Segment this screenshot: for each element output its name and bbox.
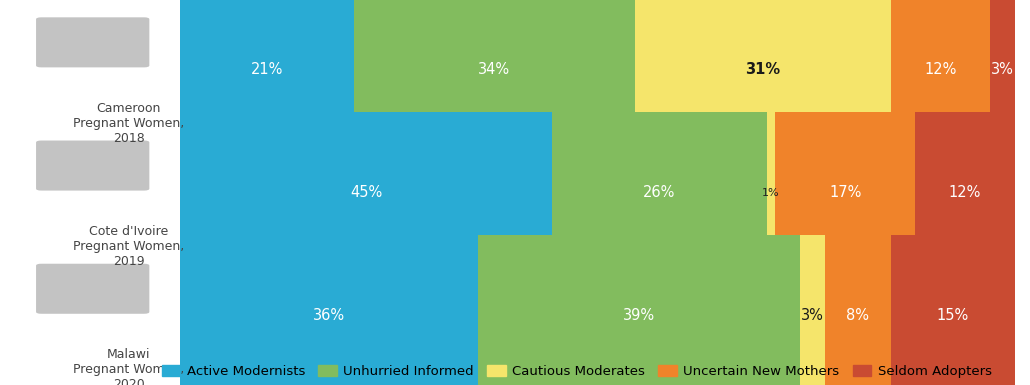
Text: Cameroon
Pregnant Women,
2018: Cameroon Pregnant Women, 2018 (73, 102, 184, 145)
FancyBboxPatch shape (891, 235, 1015, 385)
Text: 26%: 26% (643, 185, 676, 200)
FancyBboxPatch shape (552, 112, 766, 273)
FancyBboxPatch shape (353, 0, 634, 150)
FancyBboxPatch shape (180, 112, 552, 273)
FancyBboxPatch shape (766, 112, 775, 273)
FancyBboxPatch shape (634, 0, 891, 150)
FancyBboxPatch shape (775, 112, 916, 273)
FancyBboxPatch shape (825, 235, 891, 385)
Text: 3%: 3% (800, 308, 824, 323)
Text: 21%: 21% (250, 62, 283, 77)
Text: 8%: 8% (846, 308, 869, 323)
FancyBboxPatch shape (36, 17, 149, 67)
FancyBboxPatch shape (916, 112, 1015, 273)
Legend: Active Modernists, Unhurried Informed, Cautious Moderates, Uncertain New Mothers: Active Modernists, Unhurried Informed, C… (162, 365, 992, 378)
FancyBboxPatch shape (891, 0, 990, 150)
Text: 34%: 34% (478, 62, 510, 77)
Text: 12%: 12% (924, 62, 957, 77)
Text: 1%: 1% (762, 187, 780, 198)
Text: 31%: 31% (745, 62, 780, 77)
Text: 36%: 36% (313, 308, 345, 323)
Text: 15%: 15% (936, 308, 969, 323)
Text: 12%: 12% (949, 185, 982, 200)
Text: 17%: 17% (829, 185, 861, 200)
Text: Cote d'Ivoire
Pregnant Women,
2019: Cote d'Ivoire Pregnant Women, 2019 (73, 225, 184, 268)
FancyBboxPatch shape (36, 264, 149, 314)
FancyBboxPatch shape (990, 0, 1015, 150)
FancyBboxPatch shape (36, 141, 149, 191)
Text: 3%: 3% (991, 62, 1014, 77)
FancyBboxPatch shape (799, 235, 825, 385)
Text: 45%: 45% (350, 185, 382, 200)
Text: 39%: 39% (623, 308, 655, 323)
FancyBboxPatch shape (180, 0, 353, 150)
Text: Malawi
Pregnant Women,
2020: Malawi Pregnant Women, 2020 (73, 348, 184, 385)
FancyBboxPatch shape (478, 235, 799, 385)
FancyBboxPatch shape (180, 235, 478, 385)
